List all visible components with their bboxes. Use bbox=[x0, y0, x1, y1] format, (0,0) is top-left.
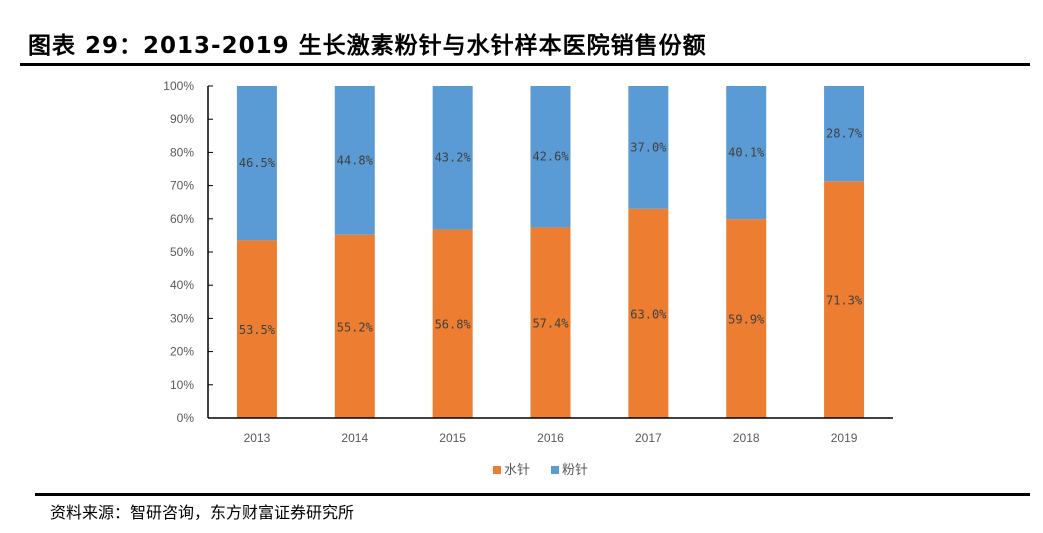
data-label: 40.1% bbox=[728, 146, 765, 160]
data-label: 59.9% bbox=[728, 313, 765, 327]
bar-water-injection-2019 bbox=[824, 181, 865, 418]
source-note: 资料来源：智研咨询，东方财富证券研究所 bbox=[50, 503, 355, 522]
y-tick-label: 50% bbox=[170, 245, 194, 259]
data-label: 46.5% bbox=[239, 156, 276, 170]
bar-powder-injection-2013 bbox=[236, 86, 277, 241]
bar-powder-injection-2017 bbox=[628, 86, 669, 209]
x-axis: 2013 2014 2015 2016 2017 2018 2019 bbox=[208, 417, 893, 445]
y-tick-label: 60% bbox=[170, 212, 194, 226]
y-tick-label: 70% bbox=[170, 179, 194, 193]
x-tick-label: 2018 bbox=[733, 431, 760, 445]
title-divider bbox=[20, 63, 1030, 66]
data-label: 43.2% bbox=[435, 151, 472, 165]
data-label: 53.5% bbox=[239, 323, 276, 337]
y-axis: 0% 10% 20% 30% 40% 50% 60% 70% 80% 90% 100% bbox=[163, 79, 213, 425]
data-label: 63.0% bbox=[630, 307, 667, 321]
x-tick-label: 2016 bbox=[537, 431, 564, 445]
bar-powder-injection-2015 bbox=[432, 86, 473, 230]
y-tick-label: 10% bbox=[170, 378, 194, 392]
legend-label: 粉针 bbox=[562, 463, 588, 478]
x-tick-label: 2017 bbox=[635, 431, 662, 445]
data-label: 37.0% bbox=[630, 140, 667, 154]
data-label: 55.2% bbox=[337, 320, 374, 334]
legend-swatch-water-injection bbox=[493, 466, 501, 474]
bars bbox=[236, 86, 865, 418]
bar-water-injection-2014 bbox=[334, 234, 375, 418]
bar-water-injection-2017 bbox=[628, 208, 669, 418]
data-label: 44.8% bbox=[337, 153, 374, 167]
data-label: 56.8% bbox=[435, 318, 472, 332]
data-label: 57.4% bbox=[532, 317, 569, 331]
y-tick-label: 100% bbox=[163, 79, 194, 93]
data-label: 42.6% bbox=[532, 150, 569, 164]
bar-powder-injection-2018 bbox=[726, 86, 767, 220]
bar-powder-injection-2019 bbox=[824, 86, 865, 182]
data-label: 71.3% bbox=[826, 294, 863, 308]
y-tick-label: 90% bbox=[170, 112, 194, 126]
y-tick-label: 80% bbox=[170, 145, 194, 159]
bar-powder-injection-2014 bbox=[334, 86, 375, 235]
x-tick-label: 2013 bbox=[244, 431, 271, 445]
bar-powder-injection-2016 bbox=[530, 86, 571, 228]
legend-swatch-powder-injection bbox=[551, 466, 559, 474]
x-tick-label: 2014 bbox=[341, 431, 368, 445]
y-tick-label: 40% bbox=[170, 278, 194, 292]
y-tick-label: 0% bbox=[177, 411, 195, 425]
bar-water-injection-2018 bbox=[726, 219, 767, 418]
bar-water-injection-2013 bbox=[236, 240, 277, 418]
y-tick-label: 30% bbox=[170, 311, 194, 325]
legend-label: 水针 bbox=[504, 463, 530, 478]
bar-water-injection-2015 bbox=[432, 229, 473, 418]
x-tick-label: 2015 bbox=[439, 431, 466, 445]
bar-water-injection-2016 bbox=[530, 227, 571, 418]
data-labels: 53.5% 46.5% 55.2% 44.8% 56.8% 43.2% 57.4% 42.6%… bbox=[239, 127, 863, 338]
legend: 水针 粉针 bbox=[493, 463, 588, 478]
figure-title: 图表 29：2013-2019 生长激素粉针与水针样本医院销售份额 bbox=[28, 33, 707, 59]
source-divider bbox=[35, 493, 1030, 496]
x-tick-label: 2019 bbox=[831, 431, 858, 445]
y-tick-label: 20% bbox=[170, 345, 194, 359]
data-label: 28.7% bbox=[826, 127, 863, 141]
